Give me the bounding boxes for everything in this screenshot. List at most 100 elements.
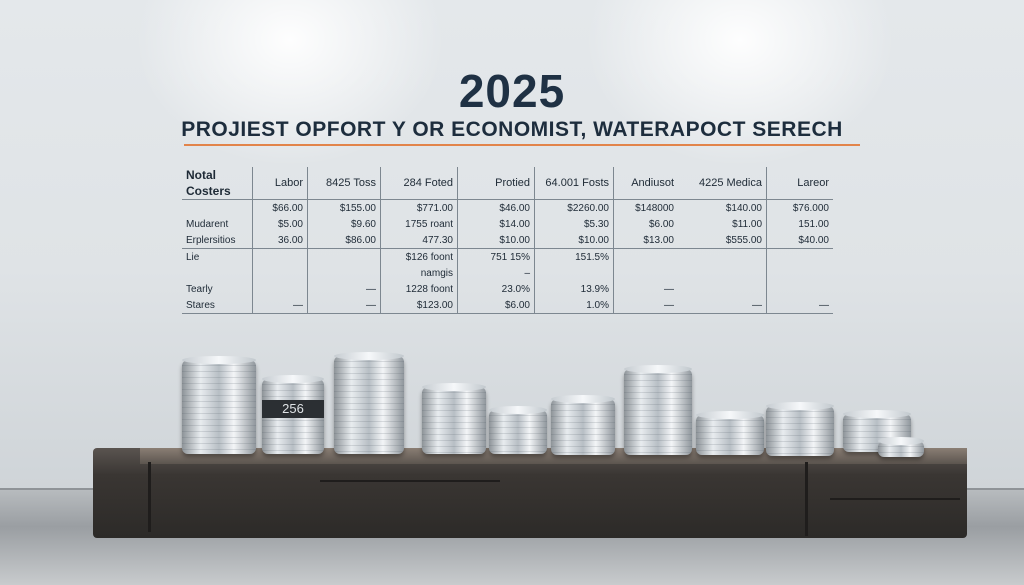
- table-cell: [613, 265, 678, 281]
- table-body: $66.00 $155.00 $771.00 $46.00 $2260.00 $14800…: [182, 199, 833, 314]
- coin-badge: 256: [262, 400, 324, 418]
- column-header: 64.001 Fosts: [534, 167, 614, 200]
- corner-line-1: Notal: [186, 168, 216, 182]
- coin-stack: [843, 410, 911, 452]
- table-cell: —: [613, 281, 678, 297]
- table-row: Erplersitios 36.00 $86.00 477.30 $10.00 $10.0…: [182, 232, 833, 249]
- table-cell: $148000: [613, 199, 678, 216]
- slab-crack: [320, 480, 500, 482]
- table-cell: [613, 248, 678, 265]
- table-cell: —: [766, 297, 833, 314]
- table-row: Mudarent $5.00 $9.60 1755 roant $14.00 $5.30 $…: [182, 216, 833, 232]
- table-cell: $5.00: [252, 216, 308, 232]
- table-cell: $13.00: [613, 232, 678, 249]
- row-label: [182, 200, 253, 217]
- coin-stack: [334, 352, 404, 454]
- column-header: 284 Foted: [380, 167, 458, 200]
- table-row: Stares — — $123.00 $6.00 1.0% — — —: [182, 297, 833, 314]
- table-cell: —: [307, 297, 381, 314]
- table-cell: 36.00: [252, 232, 308, 249]
- table-cell: [252, 248, 308, 265]
- row-label: Lie: [186, 251, 200, 263]
- slab-crack: [805, 462, 808, 536]
- table-cell: $86.00: [307, 232, 381, 249]
- table-row: Lie $126 foont 751 15% 151.5%: [182, 248, 833, 266]
- table-cell: [678, 281, 767, 297]
- table-cell: –: [457, 265, 535, 281]
- table-cell: 1755 roant: [380, 216, 458, 232]
- column-header: Protied: [457, 167, 535, 200]
- table-cell: $76.000: [766, 199, 833, 216]
- table-cell: $126 foont: [380, 248, 458, 265]
- table-cell: $46.00: [457, 199, 535, 216]
- table-cell: $2260.00: [534, 199, 614, 216]
- table-cell: $123.00: [380, 297, 458, 314]
- table-cell: $5.30: [534, 216, 614, 232]
- table-cell: $6.00: [613, 216, 678, 232]
- table-cell: [766, 248, 833, 265]
- row-label: [182, 265, 253, 281]
- table-cell: $66.00: [252, 199, 308, 216]
- table-cell: 13.9%: [534, 281, 614, 297]
- table-cell: [678, 265, 767, 281]
- table-cell: 751 15%: [457, 248, 535, 265]
- table-cell: [678, 249, 767, 266]
- table-cell: namgis: [380, 265, 458, 281]
- table-cell: $140.00: [725, 202, 762, 214]
- column-header: 8425 Toss: [307, 167, 381, 200]
- column-header: Labor: [252, 167, 308, 200]
- table-cell: [766, 281, 833, 297]
- slab-crack: [830, 498, 960, 500]
- table-cell: [307, 248, 381, 265]
- table-cell: 151.5%: [534, 248, 614, 265]
- table-row: $66.00 $155.00 $771.00 $46.00 $2260.00 $14800…: [182, 199, 833, 217]
- table-cell: —: [678, 297, 767, 314]
- table-cell: [252, 265, 308, 281]
- slab-crack: [148, 462, 151, 532]
- cost-table: Notal Costers Labor 8425 Toss 284 Foted …: [182, 167, 833, 314]
- table-cell: 477.30: [380, 232, 458, 249]
- table-cell: $40.00: [766, 232, 833, 249]
- column-header: Lareor: [766, 167, 833, 200]
- row-label: Mudarent: [186, 218, 229, 230]
- table-cell: 23.0%: [457, 281, 535, 297]
- coin-stack: [878, 437, 924, 457]
- table-cell: $11.00: [732, 218, 762, 230]
- table-row: namgis –: [182, 265, 833, 281]
- table-cell: [766, 265, 833, 281]
- table-cell: —: [613, 297, 678, 314]
- table-cell: [534, 265, 614, 281]
- table-cell: [307, 265, 381, 281]
- table-cell: $555.00: [678, 232, 767, 249]
- row-label: Tearly: [186, 283, 213, 295]
- table-header-row: Notal Costers Labor 8425 Toss 284 Foted …: [182, 167, 833, 200]
- table-cell: 151.00: [766, 216, 833, 232]
- year-heading: 2025: [458, 65, 566, 117]
- subtitle-heading: PROJIEST OPFORT Y OR ECONOMIST, WATERAPO…: [181, 118, 843, 141]
- coin-stack: [182, 356, 256, 454]
- table-row: Tearly —1228 foont 23.0% 13.9% —: [182, 281, 833, 297]
- table-cell: $155.00: [307, 199, 381, 216]
- table-cell: $10.00: [534, 232, 614, 249]
- coin-stack: [489, 406, 547, 454]
- table-cell: $6.00: [457, 297, 535, 314]
- row-label: Erplersitios: [182, 232, 253, 249]
- table-cell: $10.00: [457, 232, 535, 249]
- table-corner-label: Notal Costers: [182, 167, 253, 200]
- coin-stack: [766, 402, 834, 456]
- table-cell: 1.0%: [534, 297, 614, 314]
- column-header: Andiusot: [613, 167, 678, 200]
- table-cell: $771.00: [380, 199, 458, 216]
- table-cell: 1228 foont: [380, 281, 458, 297]
- accent-rule: [184, 144, 860, 146]
- coin-stack: [551, 395, 615, 455]
- coin-stack: [624, 365, 692, 455]
- corner-line-2: Costers: [186, 184, 231, 198]
- row-label: Stares: [182, 297, 253, 314]
- table-cell: $14.00: [457, 216, 535, 232]
- table-cell: —: [307, 281, 381, 297]
- coin-stack: [422, 383, 486, 454]
- coin-stack: [696, 411, 764, 455]
- column-header: 4225 Medica: [678, 167, 767, 200]
- table-cell: [252, 281, 308, 297]
